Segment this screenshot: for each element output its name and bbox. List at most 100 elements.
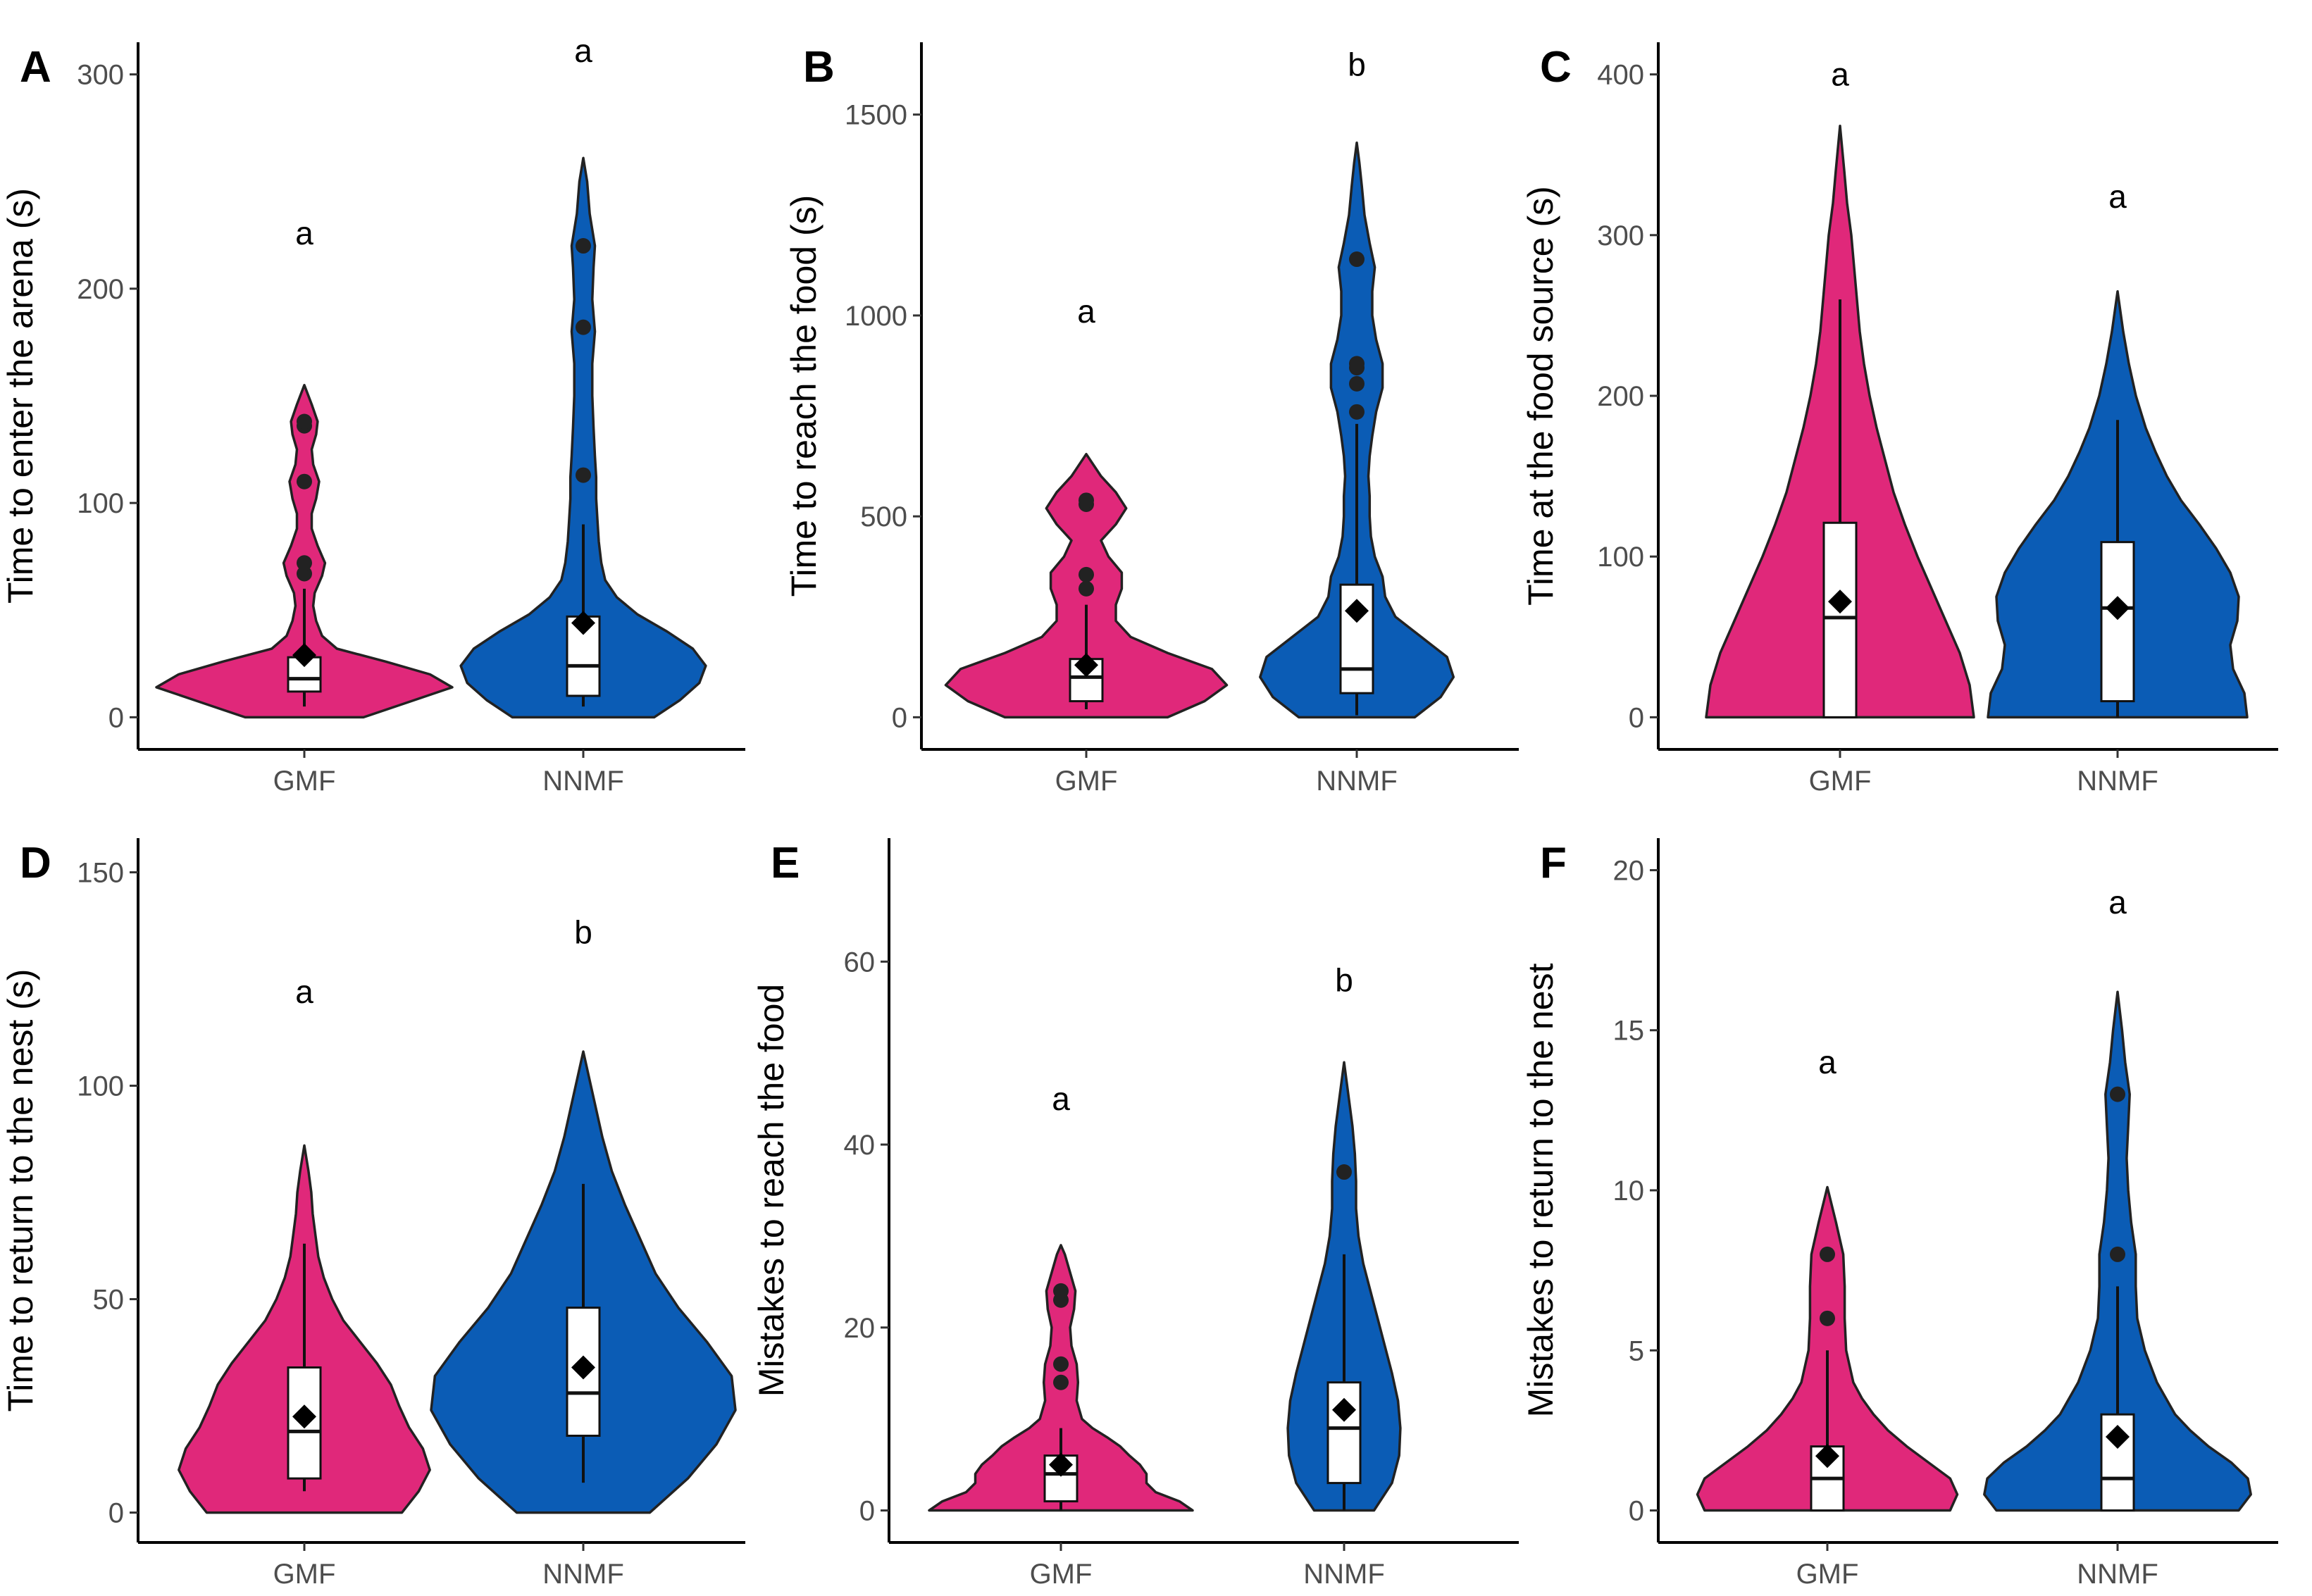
mean-marker: [292, 643, 316, 668]
outlier-point: [2110, 1246, 2125, 1262]
significance-letter: a: [295, 215, 313, 251]
y-tick-label: 150: [77, 857, 124, 888]
outlier-point: [297, 566, 312, 582]
x-tick-label: GMF: [273, 766, 336, 797]
outlier-point: [1079, 492, 1094, 509]
y-axis-title: Time to enter the arena (s): [1, 188, 40, 604]
mean-marker: [1074, 653, 1098, 678]
significance-letter: b: [574, 914, 592, 950]
outlier-point: [576, 319, 591, 335]
box-iqr: [2100, 541, 2135, 703]
group-GMF: GMF a: [928, 1080, 1194, 1590]
y-tick-label: 0: [1629, 1496, 1644, 1527]
y-tick-label: 40: [844, 1130, 876, 1161]
box-iqr: [2100, 1413, 2135, 1512]
outlier-point: [1053, 1356, 1069, 1372]
group-NNMF: NNMF b: [1259, 46, 1455, 797]
x-tick-label: NNMF: [1303, 1559, 1385, 1590]
mean-marker: [292, 1404, 316, 1429]
significance-letter: b: [1335, 961, 1353, 998]
y-tick-label: 0: [108, 702, 124, 733]
y-tick-label: 400: [1597, 60, 1644, 91]
violin-shape: [459, 156, 707, 719]
group-GMF: GMF a: [1705, 56, 1975, 797]
y-axis-title: Time at the food source (s): [1521, 186, 1560, 606]
y-tick-label: 300: [77, 60, 124, 91]
x-tick-label: NNMF: [1316, 766, 1398, 797]
y-tick-label: 10: [1613, 1176, 1645, 1207]
y-tick-label: 1500: [845, 100, 907, 131]
outlier-point: [2110, 1086, 2125, 1102]
y-tick-label: 0: [892, 702, 907, 733]
outlier-point: [576, 238, 591, 254]
y-tick-label: 100: [1597, 542, 1644, 573]
y-tick-label: 200: [77, 274, 124, 305]
mean-marker: [571, 611, 595, 635]
y-tick-label: 0: [859, 1496, 875, 1527]
significance-letter: a: [1818, 1044, 1836, 1080]
y-axis-title: Mistakes to return to the nest: [1521, 964, 1560, 1418]
x-tick-label: GMF: [1809, 766, 1872, 797]
y-axis-title: Time to reach the food (s): [784, 195, 824, 597]
mean-marker: [2106, 1425, 2130, 1449]
y-axis-title: Mistakes to reach the food: [752, 984, 791, 1397]
x-tick-label: GMF: [1796, 1559, 1859, 1590]
outlier-point: [297, 473, 312, 490]
mean-marker: [1345, 599, 1369, 623]
group-NNMF: NNMF a: [459, 32, 707, 797]
group-NNMF: NNMF b: [1286, 961, 1402, 1590]
x-tick-label: NNMF: [2077, 766, 2158, 797]
outlier-point: [297, 413, 312, 430]
outlier-point: [1079, 566, 1094, 582]
y-tick-label: 15: [1613, 1016, 1645, 1047]
significance-letter: a: [574, 32, 592, 69]
outlier-point: [1336, 1164, 1352, 1180]
y-axis-title: Time to return to the nest (s): [1, 969, 40, 1412]
panel-D: 0 50 100 150 Time to return to the nest (s) D…: [1, 838, 745, 1590]
group-GMF: GMF a: [155, 215, 454, 797]
mean-marker: [1332, 1397, 1356, 1422]
y-tick-label: 0: [1629, 702, 1644, 733]
group-NNMF: NNMF a: [1983, 884, 2252, 1590]
mean-marker: [571, 1355, 595, 1380]
outlier-point: [1349, 251, 1365, 268]
x-tick-label: GMF: [1055, 766, 1118, 797]
significance-letter: a: [1831, 56, 1849, 93]
outlier-point: [297, 555, 312, 571]
panel-A: 0 100 200 300 Time to enter the arena (s) A GM…: [1, 32, 745, 797]
significance-letter: a: [1052, 1080, 1070, 1117]
y-tick-label: 100: [77, 488, 124, 519]
mean-marker: [2106, 596, 2130, 621]
significance-letter: b: [1348, 46, 1366, 82]
y-tick-label: 5: [1629, 1335, 1644, 1366]
y-tick-label: 50: [93, 1285, 125, 1316]
mean-marker: [1828, 590, 1852, 614]
x-tick-label: GMF: [273, 1559, 336, 1590]
outlier-point: [576, 467, 591, 483]
violin-shape: [155, 384, 454, 719]
y-tick-label: 60: [844, 947, 876, 978]
y-tick-label: 20: [1613, 855, 1645, 886]
panel-E: 0 20 40 60 Mistakes to reach the food E GMF a NN…: [752, 838, 1519, 1590]
box-iqr: [566, 1307, 601, 1437]
x-tick-label: NNMF: [542, 1559, 624, 1590]
y-tick-label: 100: [77, 1071, 124, 1102]
panel-tag: A: [20, 43, 51, 92]
mean-marker: [1815, 1444, 1839, 1469]
box-iqr: [1822, 521, 1858, 718]
y-tick-label: 0: [108, 1498, 124, 1529]
y-tick-label: 500: [860, 501, 907, 532]
y-tick-label: 200: [1597, 381, 1644, 412]
group-GMF: GMF a: [178, 973, 431, 1590]
panel-tag: C: [1540, 43, 1572, 92]
group-NNMF: NNMF a: [1987, 178, 2249, 797]
panel-C: 0 100 200 300 400 Time at the food source (s)…: [1521, 42, 2278, 797]
x-tick-label: NNMF: [2077, 1559, 2158, 1590]
outlier-point: [1053, 1374, 1069, 1390]
outlier-point: [1053, 1283, 1069, 1299]
outlier-point: [1079, 580, 1094, 597]
significance-letter: a: [2108, 884, 2127, 921]
group-GMF: GMF a: [1696, 1044, 1959, 1590]
